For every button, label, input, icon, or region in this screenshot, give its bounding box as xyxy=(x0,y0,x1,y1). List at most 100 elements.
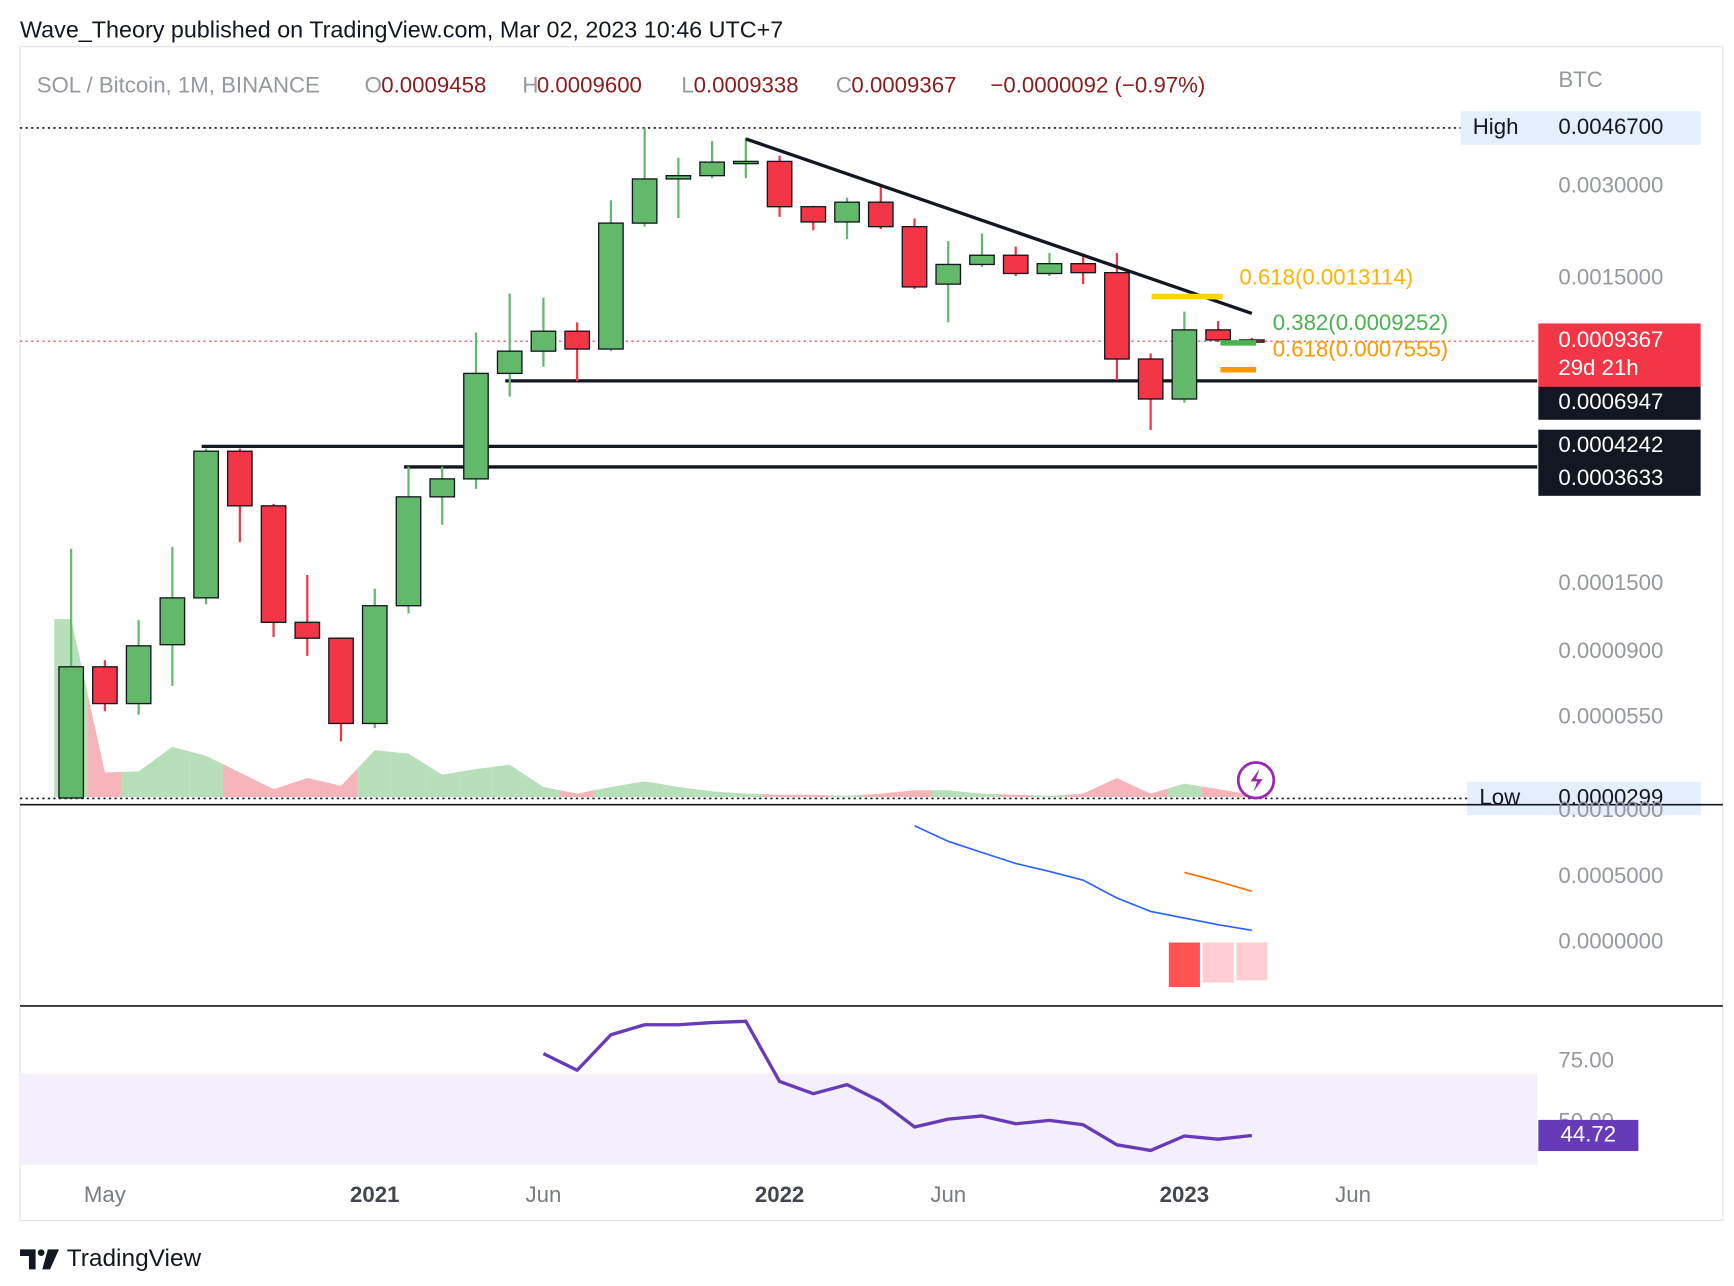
last-price-value: 0.0009367 xyxy=(1558,327,1663,352)
x-tick-label: 2021 xyxy=(350,1182,399,1207)
candle-body xyxy=(1070,262,1097,274)
y-tick-label: 0.0000900 xyxy=(1558,638,1663,663)
candle-body xyxy=(1205,329,1232,341)
high-label: High xyxy=(1473,114,1519,139)
candle-body xyxy=(564,330,591,350)
volume-area xyxy=(594,784,628,797)
volume-area xyxy=(459,766,493,797)
candle-body xyxy=(294,621,321,639)
legend-label: O xyxy=(365,73,382,98)
candle-body xyxy=(1036,262,1063,275)
candle-body xyxy=(1002,254,1029,275)
candle-body xyxy=(598,222,624,350)
candle-body xyxy=(834,201,860,223)
brand: TradingView xyxy=(67,1245,202,1272)
macd-histogram-bar xyxy=(1236,942,1268,981)
fib-label: 0.618(0.0013114) xyxy=(1239,265,1413,290)
candle-body xyxy=(496,350,523,375)
candle-body xyxy=(1137,358,1164,400)
macd-tick-label: 0.0000000 xyxy=(1558,928,1663,953)
volume-area xyxy=(560,790,595,797)
rsi-value: 44.72 xyxy=(1561,1121,1617,1146)
countdown: 29d 21h xyxy=(1558,355,1638,380)
logo-mark xyxy=(42,1249,59,1270)
volume-area xyxy=(627,781,662,797)
macd-tick-label: 0.0010000 xyxy=(1558,797,1663,822)
candle-body xyxy=(935,263,962,285)
x-tick-label: Jun xyxy=(1335,1182,1371,1207)
x-tick-label: Jun xyxy=(526,1182,562,1207)
candle-body xyxy=(429,478,456,498)
candle-body xyxy=(732,160,759,165)
x-tick-label: Jun xyxy=(930,1182,966,1207)
currency: BTC xyxy=(1558,67,1602,92)
candle-body xyxy=(226,450,253,507)
logo xyxy=(20,1249,59,1270)
level-value: 0.0004242 xyxy=(1558,432,1663,457)
legend-value: 0.0009367 xyxy=(851,73,956,98)
volume-area xyxy=(728,792,763,797)
candle-body xyxy=(463,372,489,480)
x-tick-label: May xyxy=(84,1182,127,1207)
rsi-line xyxy=(542,1019,1253,1153)
volume-area xyxy=(324,768,358,797)
candle-body xyxy=(1171,329,1198,400)
level-box xyxy=(1538,429,1701,464)
x-tick-label: 2022 xyxy=(755,1182,804,1207)
rsi-tick-label: 75.00 xyxy=(1558,1047,1614,1072)
candle-body xyxy=(193,450,219,599)
y-tick-label: 0.0001500 xyxy=(1558,570,1663,595)
y-tick-label: 0.0015000 xyxy=(1558,265,1663,290)
volume-area xyxy=(222,764,257,797)
candle-body xyxy=(1104,271,1130,360)
candle-body xyxy=(159,597,186,646)
volume-area xyxy=(189,751,223,797)
level-box xyxy=(1538,462,1701,496)
candle-body xyxy=(800,206,827,223)
volume-area xyxy=(88,695,122,797)
legend-value: 0.0009600 xyxy=(537,73,642,98)
y-tick-label: 0.0030000 xyxy=(1558,173,1663,198)
legend-value: 0.0009458 xyxy=(381,73,486,98)
candle-body xyxy=(699,161,726,177)
level-value: 0.0003633 xyxy=(1558,465,1663,490)
macd-tick-label: 0.0005000 xyxy=(1558,863,1663,888)
volume-area xyxy=(526,775,561,797)
candle-body xyxy=(766,160,793,208)
volume-area xyxy=(290,778,325,797)
candle-body xyxy=(631,178,658,224)
candle-body xyxy=(395,496,422,607)
candle-body xyxy=(969,254,995,266)
macd-histogram-bar xyxy=(1168,942,1200,988)
last-price-box xyxy=(1538,323,1701,387)
candle-body xyxy=(867,201,894,228)
volume-area xyxy=(1167,783,1202,797)
logo-mark xyxy=(37,1249,45,1256)
level-value: 0.0006947 xyxy=(1558,389,1663,414)
legend-label: L xyxy=(681,73,693,98)
low-box xyxy=(1467,781,1701,816)
level-box xyxy=(1538,386,1701,420)
legend-label: H xyxy=(522,73,538,98)
rsi-value-box xyxy=(1538,1119,1639,1152)
macd-histogram-bar xyxy=(1202,942,1234,983)
volume-area xyxy=(492,764,527,797)
volume-area xyxy=(661,784,696,797)
candle-body xyxy=(530,330,557,352)
candle-body xyxy=(901,225,928,288)
signal-line xyxy=(1184,871,1253,893)
volume-area xyxy=(391,751,426,797)
legend-value: 0.0009338 xyxy=(694,73,799,98)
volume-area xyxy=(965,791,999,797)
volume-area xyxy=(1066,785,1101,797)
candle-body xyxy=(58,666,85,799)
volume-area xyxy=(1201,786,1236,797)
volume-area xyxy=(425,764,460,797)
low-label: Low xyxy=(1479,784,1521,809)
candle-body xyxy=(665,174,692,180)
high-box xyxy=(1460,111,1701,145)
volume-area xyxy=(357,750,392,797)
volume-area xyxy=(121,759,156,797)
